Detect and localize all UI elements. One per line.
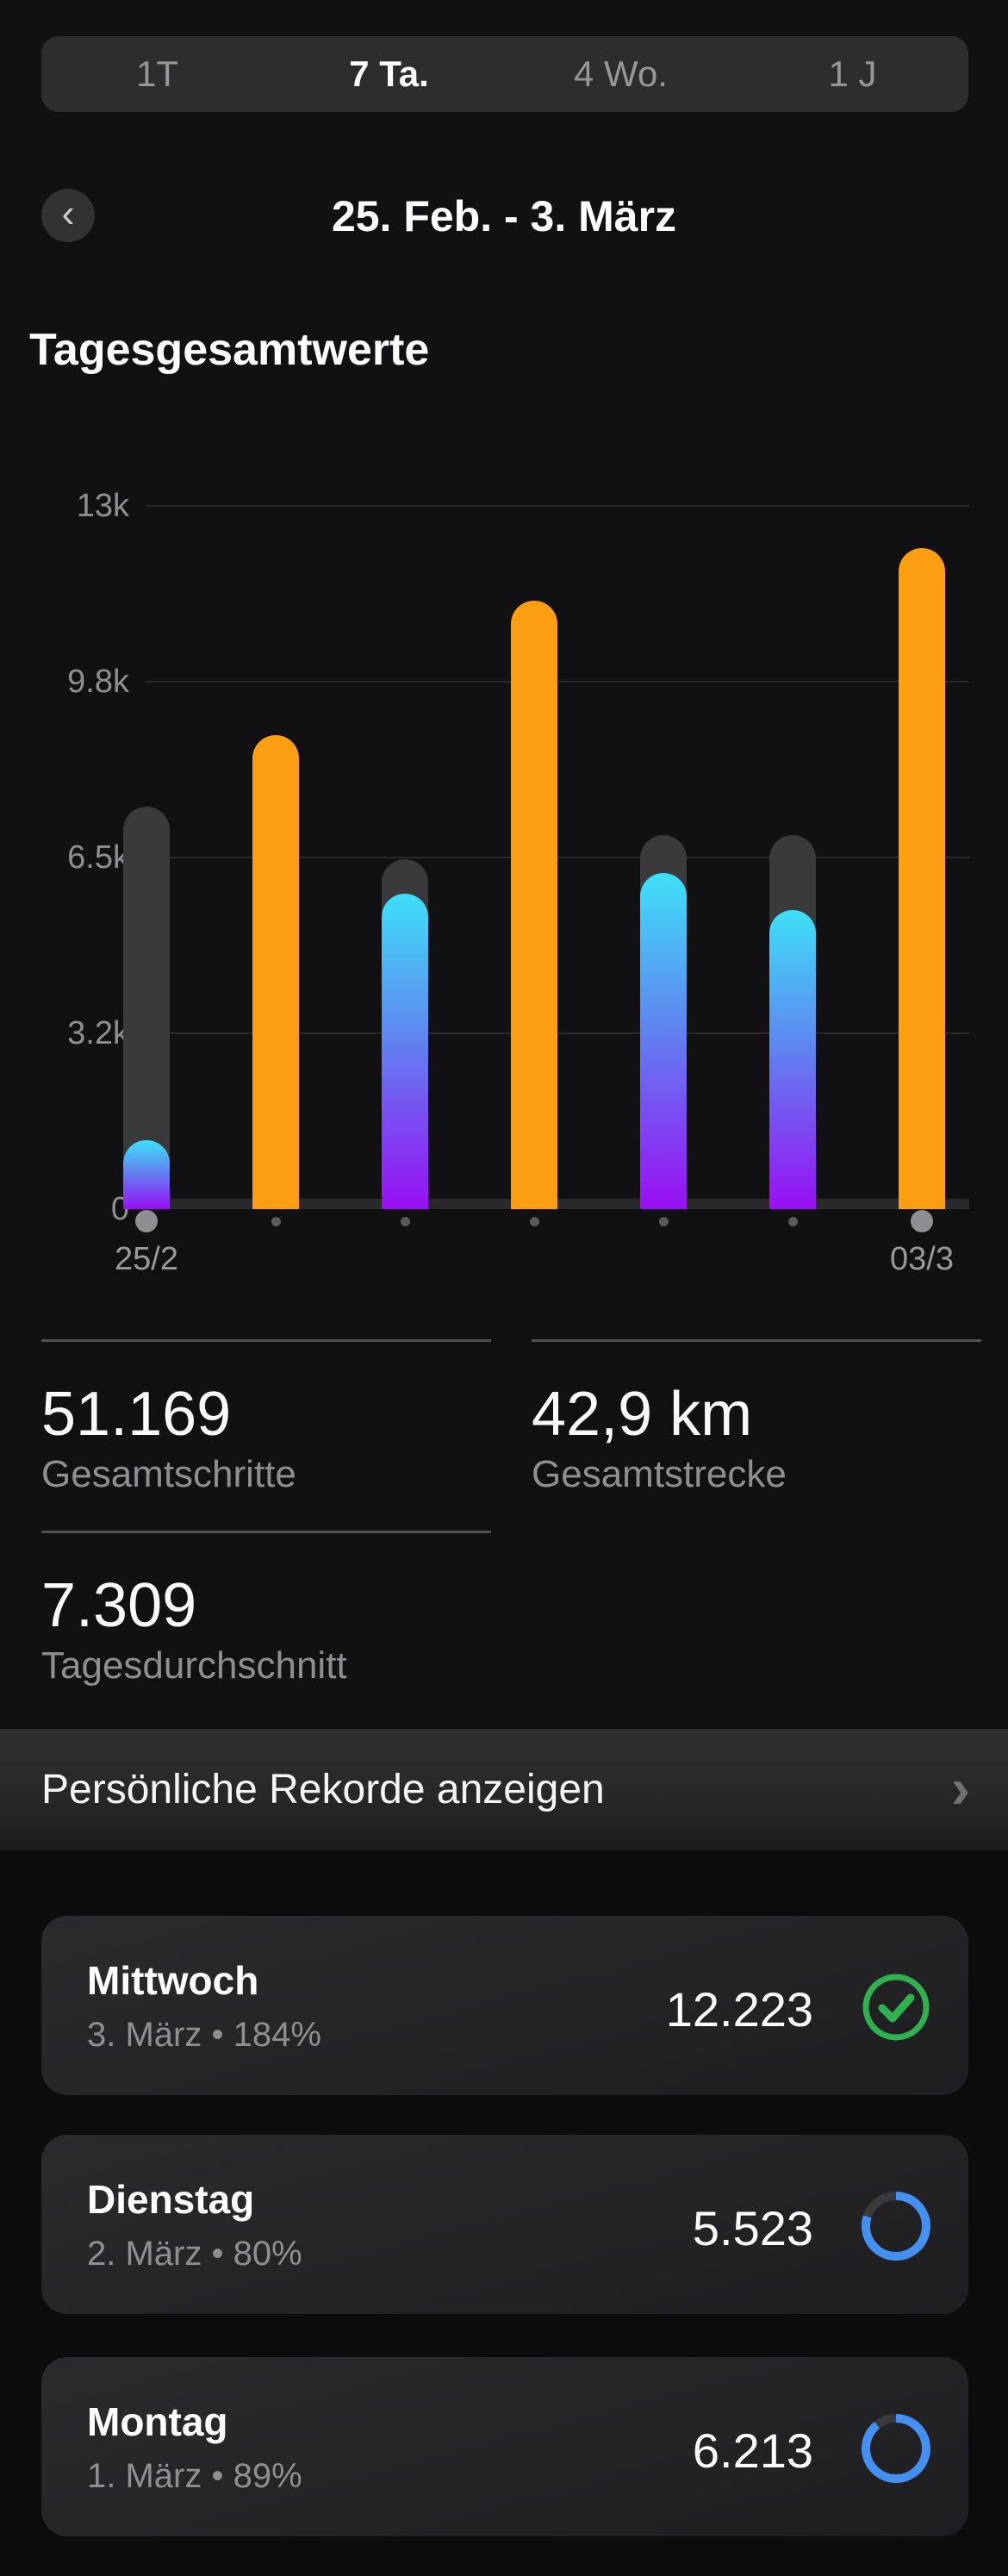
y-axis-label: 0 xyxy=(110,1191,129,1227)
axis-dot xyxy=(135,1210,158,1232)
steps-bar xyxy=(252,735,299,1209)
y-axis-label: 3.2k xyxy=(67,1015,129,1051)
axis-dot xyxy=(400,1216,410,1226)
day-card-subtitle: 3. März • 184% xyxy=(87,2016,321,2054)
steps-bar xyxy=(899,548,945,1209)
y-axis-label: 13k xyxy=(76,488,129,524)
axis-dot xyxy=(911,1210,933,1232)
day-card-title: Montag xyxy=(87,2399,228,2444)
segment-7-days[interactable]: 7 Ta. xyxy=(273,36,505,112)
divider xyxy=(532,1339,981,1342)
day-card-subtitle: 1. März • 89% xyxy=(87,2457,302,2495)
chevron-right-icon: › xyxy=(951,1756,970,1820)
divider xyxy=(41,1531,491,1533)
axis-dot xyxy=(787,1216,798,1226)
y-axis-label: 6.5k xyxy=(67,839,129,876)
chart-gridline xyxy=(146,1032,969,1034)
segment-1-year[interactable]: 1 J xyxy=(737,36,968,112)
date-range-title: 25. Feb. - 3. März xyxy=(331,192,677,240)
steps-bar xyxy=(640,873,687,1209)
day-card-montag[interactable]: Montag 1. März • 89% 6.213 xyxy=(41,2357,968,2536)
divider xyxy=(41,1339,491,1342)
segment-4-weeks[interactable]: 4 Wo. xyxy=(505,36,737,112)
day-card-mittwoch[interactable]: Mittwoch 3. März • 184% 12.223 xyxy=(41,1916,968,2095)
stat-total-distance: 42,9 km Gesamtstrecke xyxy=(532,1339,981,1532)
stat-daily-average: 7.309 Tagesdurchschnitt xyxy=(41,1531,491,1724)
day-card-steps-value: 12.223 xyxy=(665,1982,813,2036)
chart-gridline xyxy=(146,857,969,858)
goal-progress-ring-icon xyxy=(860,2412,932,2485)
day-card-title: Mittwoch xyxy=(87,1958,259,2003)
chart-gridline xyxy=(146,505,969,507)
goal-complete-check-icon xyxy=(860,1971,932,2043)
x-axis-label: 03/3 xyxy=(890,1241,954,1277)
steps-bar xyxy=(382,894,428,1209)
x-axis-label: 25/2 xyxy=(115,1241,178,1277)
axis-dot xyxy=(529,1216,539,1226)
segment-1-day[interactable]: 1T xyxy=(41,36,273,112)
day-card-steps-value: 6.213 xyxy=(692,2423,813,2478)
axis-dot xyxy=(658,1216,669,1226)
section-title: Tagesgesamtwerte xyxy=(29,325,430,375)
time-range-segmented-control: 1T 7 Ta. 4 Wo. 1 J xyxy=(41,36,968,112)
day-card-title: Dienstag xyxy=(87,2177,255,2222)
chart-gridline xyxy=(146,681,969,683)
stat-label: Gesamtschritte xyxy=(41,1453,296,1495)
steps-bar xyxy=(511,601,557,1209)
stat-label: Gesamtstrecke xyxy=(532,1453,787,1495)
axis-dot xyxy=(271,1216,281,1226)
goal-progress-ring-icon xyxy=(860,2190,932,2262)
y-axis-label: 9.8k xyxy=(67,664,129,700)
personal-records-label: Persönliche Rekorde anzeigen xyxy=(41,1767,605,1812)
stat-value: 51.169 xyxy=(41,1380,232,1449)
stat-value: 7.309 xyxy=(41,1571,197,1640)
stat-label: Tagesdurchschnitt xyxy=(41,1644,347,1687)
steps-bar xyxy=(769,910,816,1209)
stat-value: 42,9 km xyxy=(532,1380,753,1449)
steps-bar xyxy=(123,1140,170,1209)
day-card-steps-value: 5.523 xyxy=(692,2201,813,2255)
day-card-dienstag[interactable]: Dienstag 2. März • 80% 5.523 xyxy=(41,2135,968,2314)
personal-records-row[interactable]: Persönliche Rekorde anzeigen › xyxy=(0,1729,1008,1850)
chevron-left-icon: ‹ xyxy=(61,190,75,235)
stat-total-steps: 51.169 Gesamtschritte xyxy=(41,1339,491,1532)
daily-steps-bar-chart[interactable]: 0 3.2k 6.5k 9.8k 13k 25/2 03/3 xyxy=(0,448,1008,1293)
previous-week-button[interactable]: ‹ xyxy=(41,189,95,242)
day-card-subtitle: 2. März • 80% xyxy=(87,2235,302,2273)
